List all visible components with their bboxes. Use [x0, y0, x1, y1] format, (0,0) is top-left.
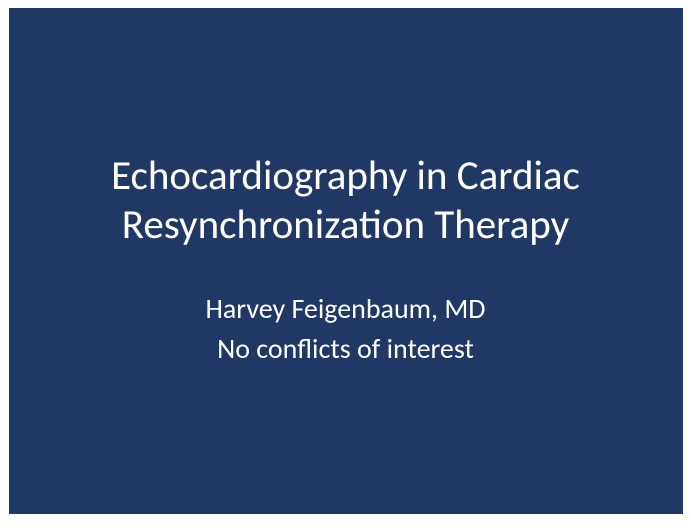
slide-title: Echocardiography in Cardiac Resynchroniz… — [49, 152, 643, 250]
disclosure-text: No conflicts of interest — [205, 329, 485, 370]
slide-subtitle: Harvey Feigenbaum, MD No conflicts of in… — [205, 289, 485, 370]
author-name: Harvey Feigenbaum, MD — [205, 289, 485, 330]
presentation-slide: Echocardiography in Cardiac Resynchroniz… — [9, 8, 683, 514]
